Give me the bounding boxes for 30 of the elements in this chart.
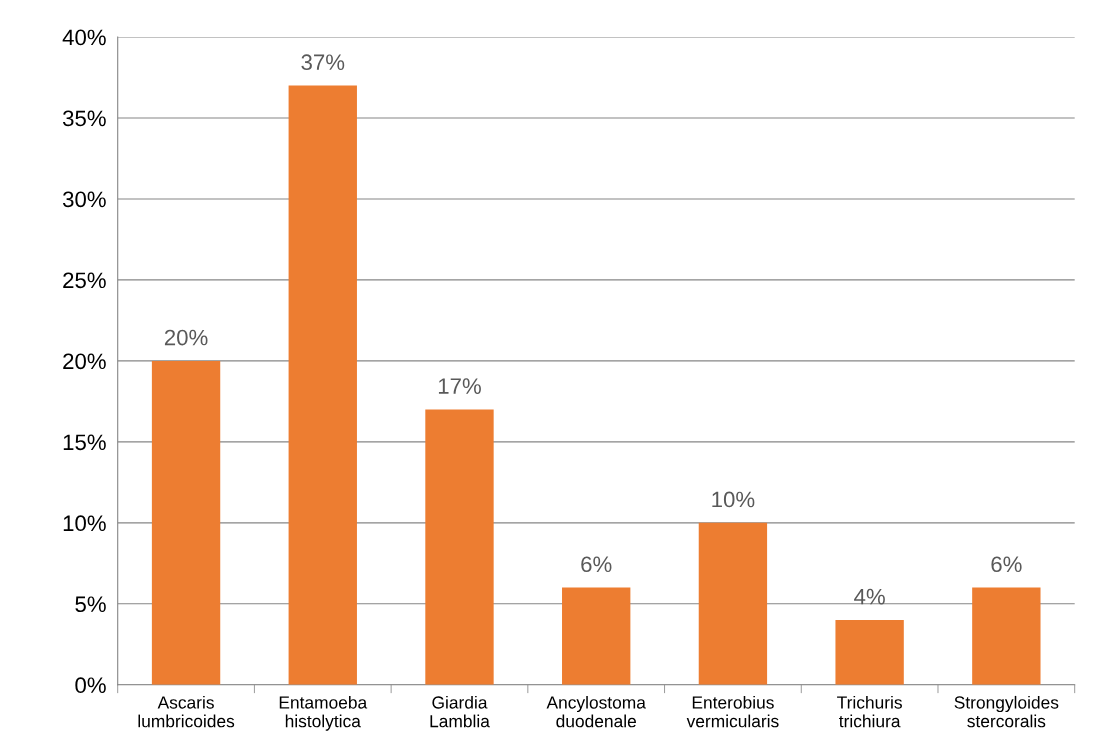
y-tick-label: 35% bbox=[62, 110, 106, 127]
bar bbox=[562, 587, 631, 685]
x-tick-label: Strongyloides stercoralis bbox=[954, 695, 1059, 728]
x-tick-label: Entamoeba histolytica bbox=[279, 695, 368, 731]
bar bbox=[972, 587, 1041, 685]
bar bbox=[425, 409, 494, 685]
x-tick-label: Trichuris trichiura bbox=[837, 695, 902, 728]
y-tick-label: 40% bbox=[62, 29, 106, 46]
y-tick-label: 10% bbox=[63, 515, 106, 532]
data-label: 6% bbox=[991, 556, 1022, 573]
data-label: 20% bbox=[164, 329, 208, 346]
y-tick-label: 0% bbox=[75, 677, 106, 694]
bar bbox=[835, 620, 904, 685]
data-label: 10% bbox=[712, 491, 755, 508]
x-tick-label: Giardia Lamblia bbox=[430, 695, 490, 728]
x-tick-label: Enterobius vermicularis bbox=[686, 695, 779, 728]
x-tick-label: Ancylostoma duodenale bbox=[546, 695, 646, 728]
y-tick-label: 20% bbox=[63, 353, 106, 370]
data-label: 37% bbox=[301, 54, 345, 71]
data-label: 6% bbox=[581, 556, 612, 573]
y-tick-label: 30% bbox=[62, 191, 106, 208]
bar bbox=[698, 522, 768, 685]
x-tick-label: Ascaris lumbricoides bbox=[138, 695, 235, 728]
data-label: 4% bbox=[854, 588, 885, 605]
bar bbox=[151, 360, 221, 685]
y-tick-label: 15% bbox=[63, 434, 106, 451]
y-tick-label: 25% bbox=[63, 272, 106, 289]
y-tick-label: 5% bbox=[75, 596, 106, 613]
data-label: 17% bbox=[438, 378, 481, 394]
bar bbox=[288, 85, 357, 685]
